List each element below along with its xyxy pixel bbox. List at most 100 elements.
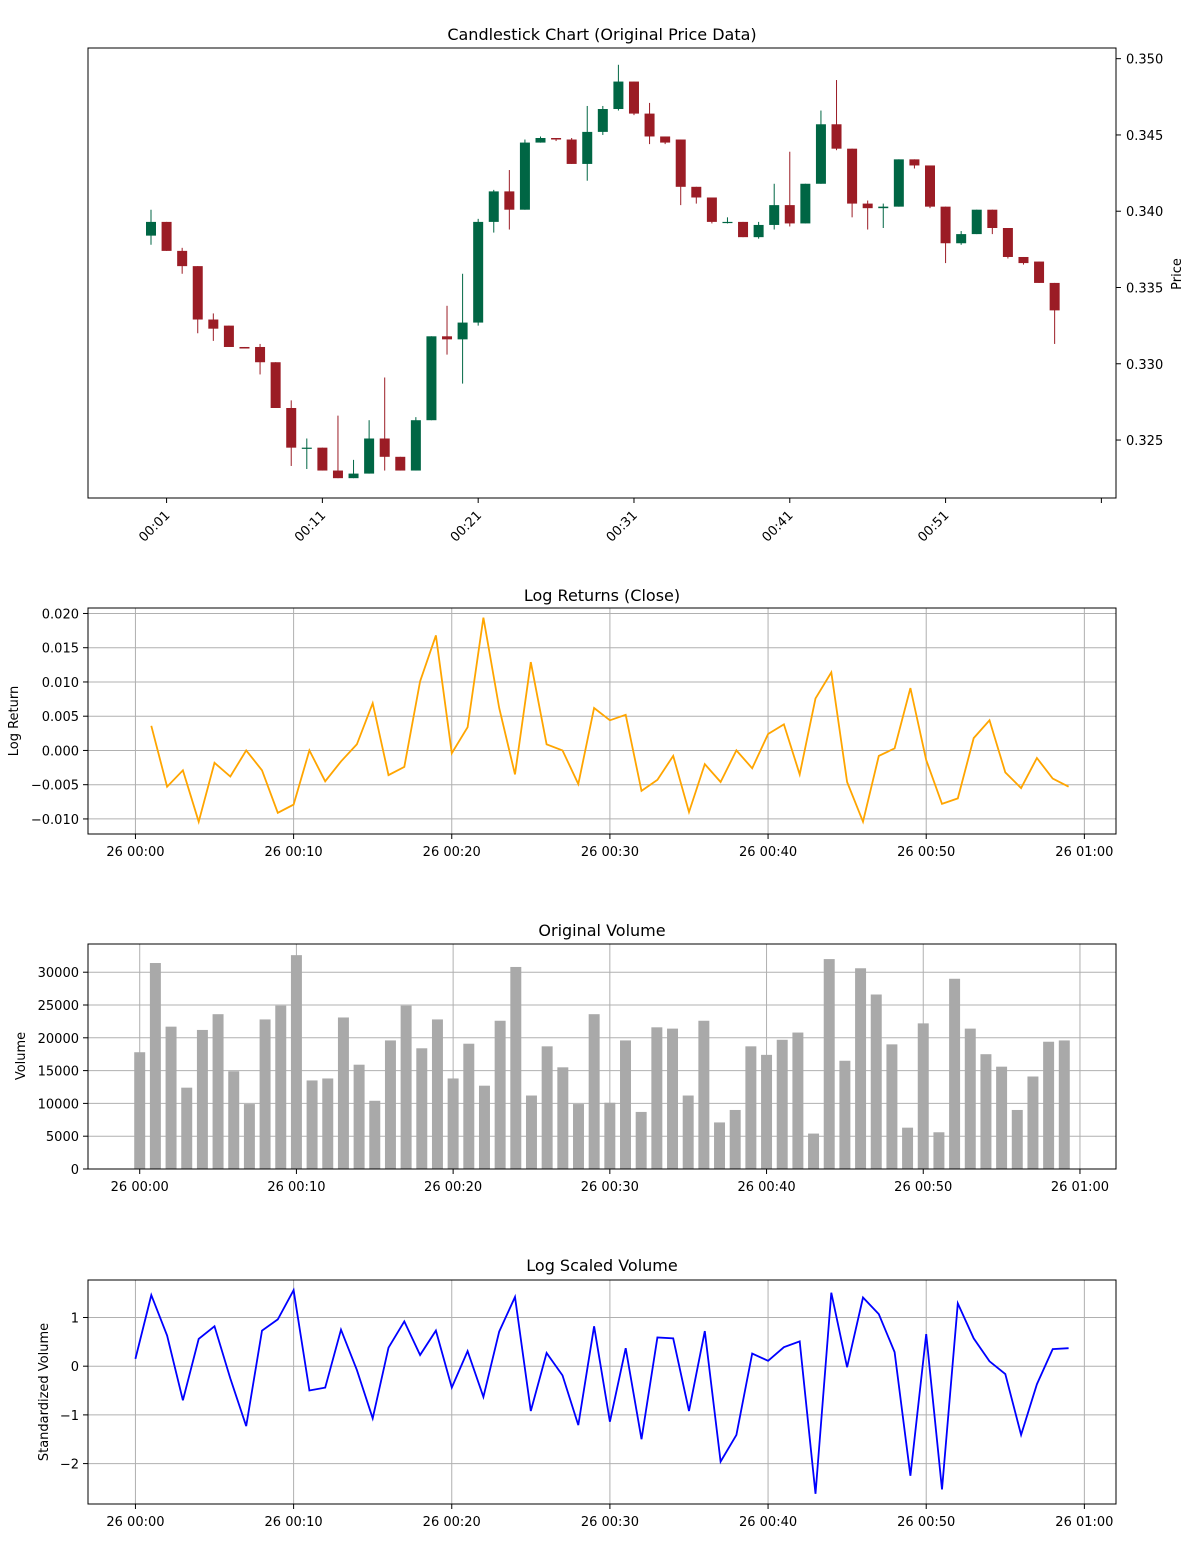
x-tick-label: 26 01:00 [1051,1180,1109,1195]
x-tick-label: 26 00:40 [739,1515,797,1530]
volume-bar [792,1032,804,1169]
candle-body [738,221,749,238]
volume-bar [416,1048,428,1169]
scaled-volume-grid [88,1280,1116,1504]
candle-body [535,138,546,143]
candlestick-ylabel: Price [1170,258,1185,290]
scaled-volume-title: Log Scaled Volume [526,1256,677,1275]
x-tick-label: 00:01 [136,508,173,545]
candle-body [784,205,795,224]
volume-bar [165,1026,177,1169]
volume-bar [902,1127,914,1169]
volume-bar [337,1017,349,1169]
candle-body [255,346,266,363]
y-tick-label: 0.340 [1126,205,1163,220]
volume-bar [494,1020,506,1169]
volume-bar [635,1111,647,1169]
volume-bar [478,1085,490,1169]
volume-bar [933,1132,945,1169]
scaled-volume-frame [87,1279,1117,1505]
volume-bar [996,1066,1008,1169]
volume-bar [196,1029,208,1169]
y-tick-label: 25000 [38,999,79,1014]
x-tick-label: 26 00:30 [581,1180,639,1195]
candle-body [332,470,343,479]
volume-panel: Original Volume 26 00:00 26 00:10 26 00:20… [14,921,1117,1195]
candlestick-title: Candlestick Chart (Original Price Data) [447,25,756,44]
candle-body [940,206,951,244]
y-tick-label: 10000 [38,1097,79,1112]
volume-bar [1027,1076,1039,1169]
volume-bar [604,1102,616,1169]
x-tick-label: 26 00:20 [423,1515,481,1530]
candle-body [286,408,297,448]
volume-bar [369,1100,381,1169]
y-tick-label: 0.005 [42,710,79,725]
volume-title: Original Volume [538,921,665,940]
candle-body [644,113,655,137]
candle-body [925,165,935,207]
candle-body [987,209,998,228]
candle-body [815,124,826,184]
candle-body [971,209,982,235]
y-tick-label: 0.010 [42,676,79,691]
y-tick-label: 0 [71,1360,79,1375]
candle-body [753,224,764,238]
x-tick-label: 26 00:10 [267,1180,325,1195]
volume-bar [243,1104,255,1169]
volume-bar [682,1095,694,1169]
x-tick-label: 00:21 [448,508,485,545]
candle-body [208,319,219,329]
candle-body [769,205,780,225]
candle-body [223,325,234,347]
candle-body [597,109,608,132]
candle-body [410,420,421,471]
candle-body [956,234,967,244]
volume-frame [87,943,1117,1170]
x-tick-label: 26 00:50 [897,845,955,860]
volume-bar [949,978,961,1169]
scaled-volume-panel: Log Scaled Volume 26 00:00 26 00:10 26 00:… [37,1256,1117,1530]
candle-body [379,438,390,457]
volume-bar [729,1109,741,1169]
volume-bar [1011,1109,1023,1169]
x-tick-label: 26 00:50 [894,1180,952,1195]
y-tick-label: 0.345 [1126,129,1163,144]
volume-bar [541,1046,553,1169]
candle-body [582,131,593,164]
volume-bar [823,959,835,1169]
volume-bar [870,994,882,1169]
volume-bar [667,1028,679,1169]
volume-grid [88,944,1116,1170]
scaled-volume-series [134,1287,1069,1494]
volume-bar [1058,1040,1070,1169]
volume-bar [745,1046,757,1169]
volume-bar [447,1078,459,1169]
volume-bar [839,1060,851,1169]
x-tick-label: 26 00:10 [265,1515,323,1530]
volume-bar [322,1078,334,1169]
volume-bar [134,1052,146,1169]
volume-bar [384,1040,396,1169]
candle-body [551,138,562,140]
x-tick-label: 26 01:00 [1055,845,1113,860]
volume-bar [181,1087,193,1169]
candle-body [146,221,156,236]
y-tick-label: 0.330 [1126,358,1163,373]
y-tick-label: −0.005 [31,779,79,794]
candle-body [519,142,530,210]
y-tick-label: 20000 [38,1032,79,1047]
volume-bar [886,1044,898,1169]
candle-body [691,186,702,198]
log-returns-axes: 26 00:00 26 00:10 26 00:20 26 00:30 26 00:40… [31,607,1114,860]
candlestick-frame [87,47,1117,499]
candles [146,64,1060,479]
candle-body [426,336,437,421]
candle-body [364,438,375,474]
scaled-volume-axes: 26 00:00 26 00:10 26 00:20 26 00:30 26 00:40… [60,1311,1114,1530]
candle-body [348,473,359,479]
volume-bar [776,1039,788,1169]
candle-body [862,203,873,209]
volume-bar [275,1005,287,1169]
